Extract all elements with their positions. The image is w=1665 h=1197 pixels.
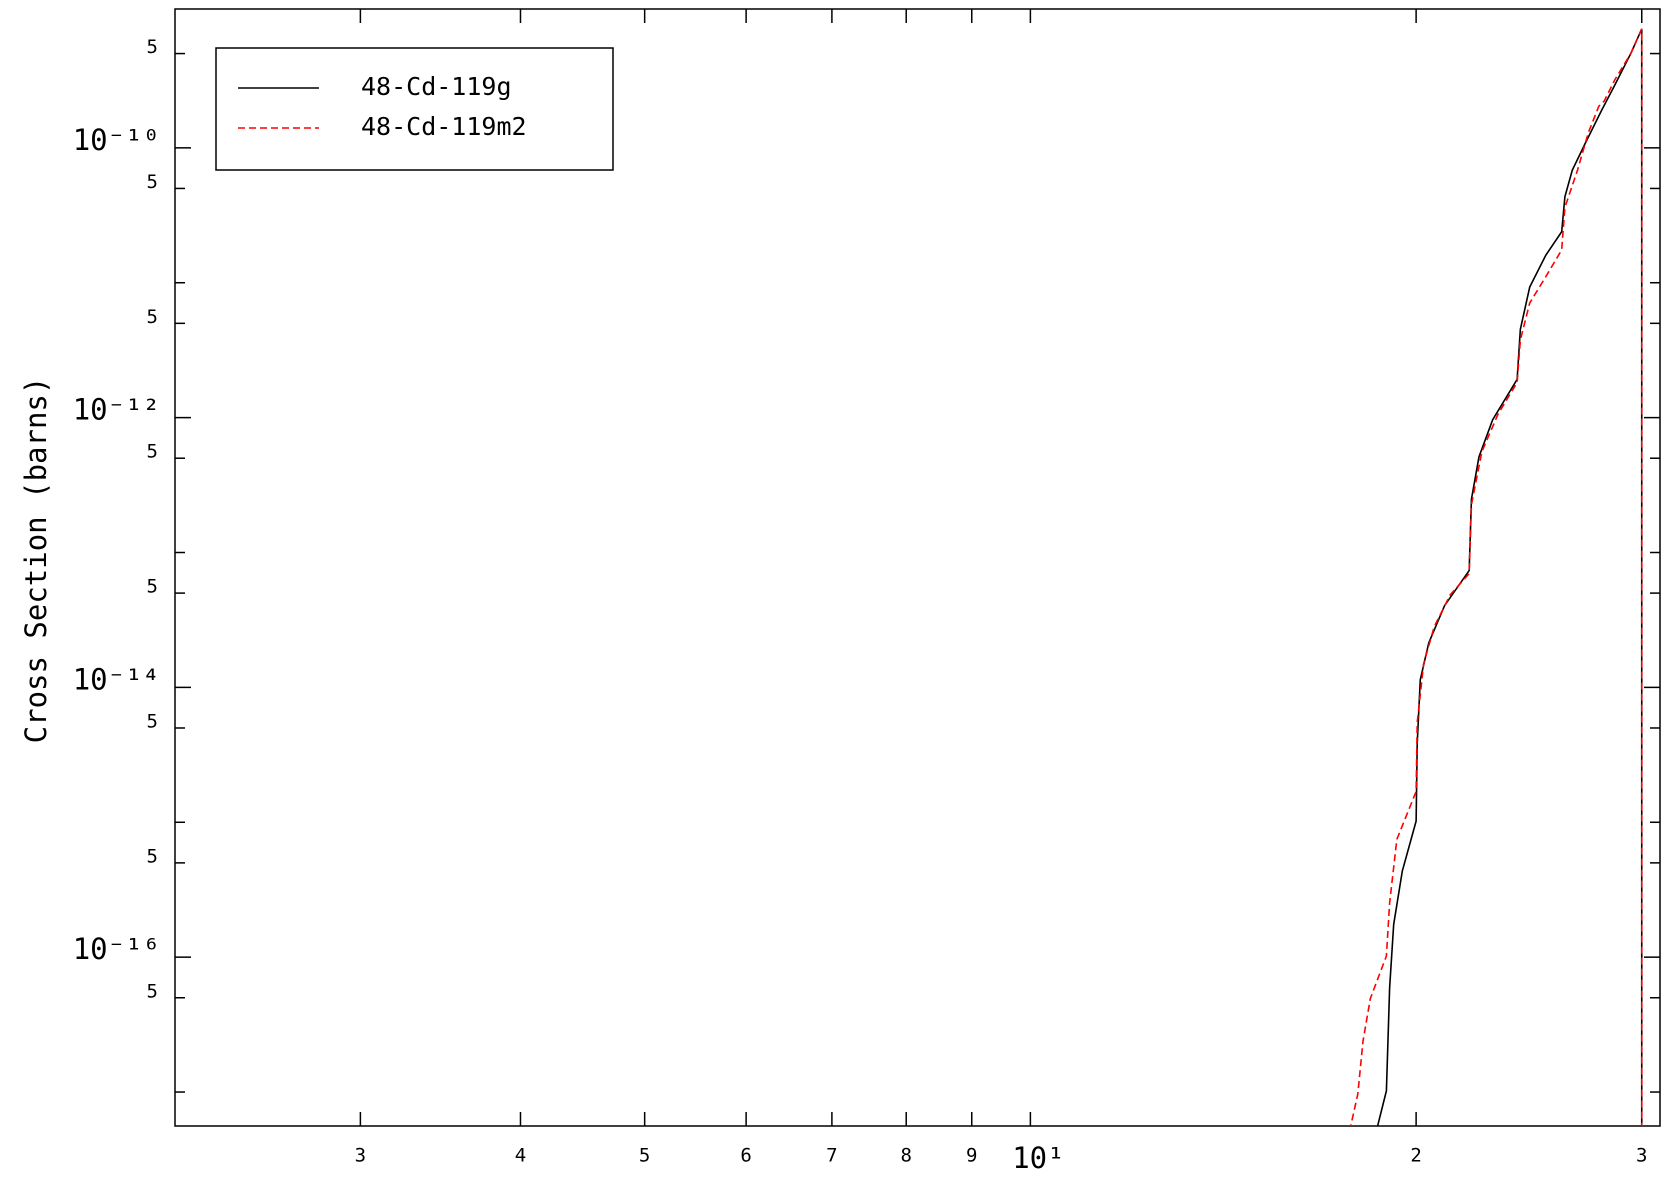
legend-label: 48-Cd-119g [361, 72, 512, 101]
x-tick-label: 7 [826, 1145, 837, 1167]
x-tick-label: 8 [900, 1145, 911, 1167]
x-tick-label: 10¹ [1012, 1141, 1064, 1175]
y-tick-label: 10⁻¹⁴ [73, 662, 160, 696]
y-tick-label: 5 [147, 306, 158, 328]
y-tick-label: 5 [147, 980, 158, 1002]
plot-area [1349, 28, 1643, 1126]
y-tick-label: 5 [147, 845, 158, 867]
x-tick-label: 3 [355, 1145, 366, 1167]
y-tick-label: 5 [147, 36, 158, 58]
legend-label: 48-Cd-119m2 [361, 112, 527, 141]
x-tick-label: 6 [740, 1145, 751, 1167]
series-line [1376, 28, 1643, 1126]
x-tick-label: 4 [515, 1145, 526, 1167]
x-tick-label: 3 [1636, 1145, 1647, 1167]
x-tick-label: 9 [966, 1145, 977, 1167]
series-line [1349, 28, 1643, 1126]
x-tick-label: 5 [639, 1145, 650, 1167]
y-axis-title: Cross Section (barns) [19, 377, 53, 744]
x-tick-label: 2 [1410, 1145, 1421, 1167]
y-tick-label: 10⁻¹⁰ [73, 123, 160, 157]
plot-frame [174, 8, 1661, 1127]
legend-box [215, 47, 614, 171]
y-tick-label: 10⁻¹⁶ [73, 932, 160, 966]
y-tick-label: 5 [147, 576, 158, 598]
y-tick-label: 5 [147, 441, 158, 463]
y-tick-label: 10⁻¹² [73, 393, 160, 427]
y-tick-label: 5 [147, 710, 158, 732]
y-tick-label: 5 [147, 171, 158, 193]
